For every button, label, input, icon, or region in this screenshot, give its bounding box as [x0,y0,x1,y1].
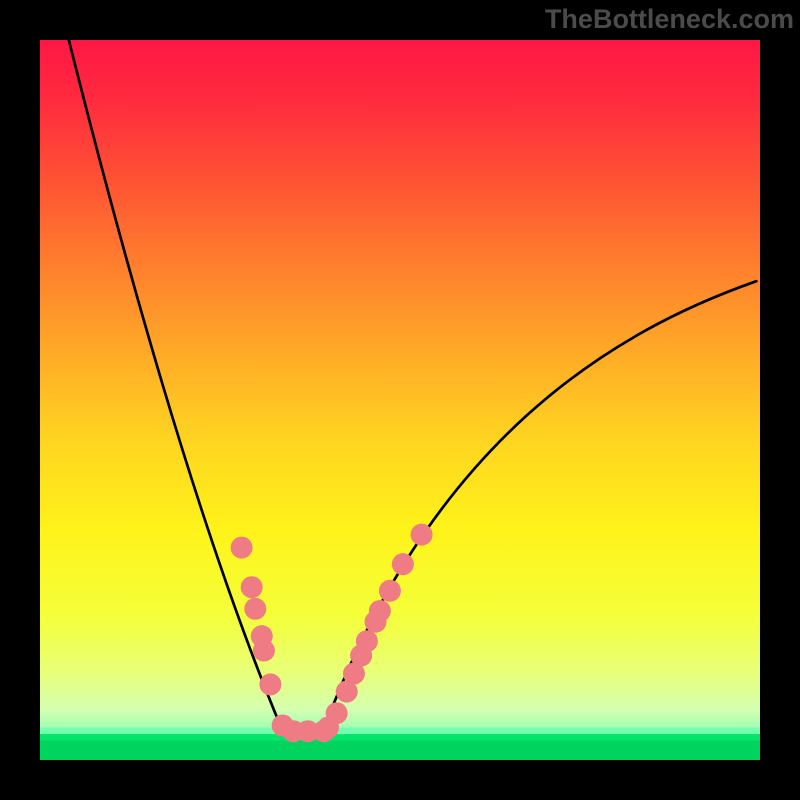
data-marker [244,598,266,620]
plot-area [40,26,760,761]
data-marker [379,580,401,602]
data-marker [411,524,433,546]
green-band-stripe [40,741,760,748]
data-marker [241,576,263,598]
data-marker [253,640,275,662]
data-marker [356,630,378,652]
green-band-stripe [40,754,760,761]
data-marker [392,553,414,575]
data-marker [326,702,348,724]
chart-svg [0,0,800,800]
data-marker [231,537,253,559]
data-marker [369,600,391,622]
green-band-stripe [40,728,760,735]
chart-root: TheBottleneck.com [0,0,800,800]
data-marker [259,673,281,695]
green-band-stripe [40,747,760,754]
green-band [40,728,760,761]
green-band-stripe [40,734,760,741]
gradient-background [40,40,760,760]
